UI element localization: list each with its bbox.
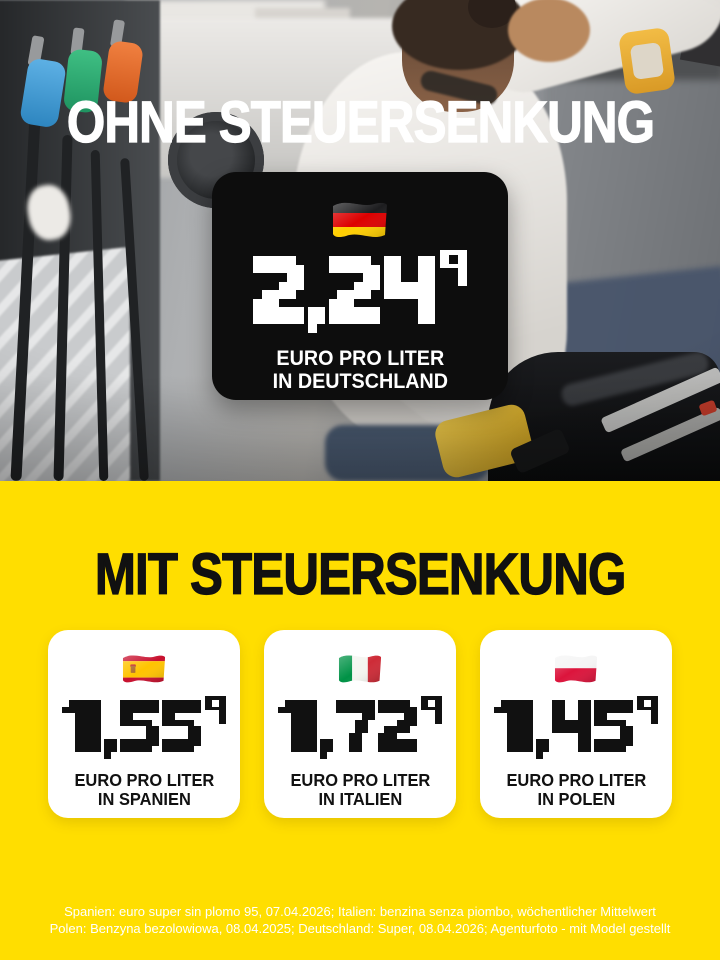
price-value xyxy=(494,700,633,759)
headline-with-tax-cut: MIT STEUERSENKUNG xyxy=(0,542,720,607)
price-unit-label: EURO PRO LITER IN SPANIEN xyxy=(70,769,219,809)
germany-flag-icon xyxy=(328,196,392,244)
country-cards: EURO PRO LITER IN SPANIEN xyxy=(0,630,720,818)
unit-line1: EURO PRO LITER xyxy=(290,769,430,790)
italy-price xyxy=(278,696,442,759)
disclaimer-line2: Polen: Benzyna bezolowiowa, 08.04.2025; … xyxy=(49,920,671,936)
price-superscript xyxy=(439,250,467,286)
poland-price-card: EURO PRO LITER IN POLEN xyxy=(480,630,672,818)
unit-line2: IN SPANIEN xyxy=(97,788,191,809)
unit-line1: EURO PRO LITER xyxy=(74,769,214,790)
price-unit-label: EURO PRO LITER IN POLEN xyxy=(502,769,651,809)
price-unit-label: EURO PRO LITER IN DEUTSCHLAND xyxy=(267,347,454,393)
headline-text: MIT STEUERSENKUNG xyxy=(94,542,627,607)
disclaimer-line1: Spanien: euro super sin plomo 95, 07.04.… xyxy=(64,904,656,919)
spain-price-card: EURO PRO LITER IN SPANIEN xyxy=(48,630,240,818)
price-superscript xyxy=(420,696,442,724)
man-hand-on-head xyxy=(508,0,590,62)
price-unit-label: EURO PRO LITER IN ITALIEN xyxy=(286,769,435,809)
price-value xyxy=(278,700,417,759)
germany-price xyxy=(253,250,467,333)
spain-flag-icon xyxy=(119,650,169,688)
price-value xyxy=(253,256,435,333)
italy-price-card: EURO PRO LITER IN ITALIEN xyxy=(264,630,456,818)
unit-line1: EURO PRO LITER xyxy=(506,769,646,790)
disclaimer: Spanien: euro super sin plomo 95, 07.04.… xyxy=(0,904,720,937)
germany-price-card: EURO PRO LITER IN DEUTSCHLAND xyxy=(212,172,508,400)
headline-text: OHNE STEUERSENKUNG xyxy=(66,90,655,155)
poland-price xyxy=(494,696,658,759)
unit-line2: IN POLEN xyxy=(537,788,615,809)
poland-flag-icon xyxy=(551,650,601,688)
italy-flag-icon xyxy=(335,650,385,688)
price-superscript xyxy=(636,696,658,724)
unit-line2: IN DEUTSCHLAND xyxy=(272,369,448,393)
price-superscript xyxy=(204,696,226,724)
spain-price xyxy=(62,696,226,759)
price-value xyxy=(62,700,201,759)
headline-without-tax-cut: OHNE STEUERSENKUNG xyxy=(0,90,720,155)
unit-line2: IN ITALIEN xyxy=(318,788,402,809)
unit-line1: EURO PRO LITER xyxy=(276,346,444,370)
